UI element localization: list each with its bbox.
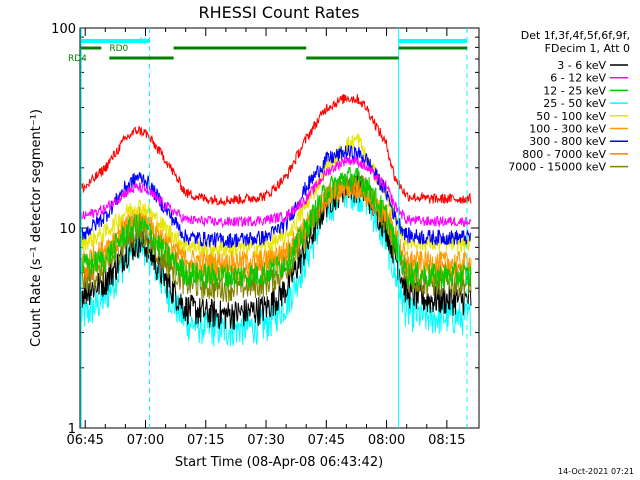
legend-entry-label: 7000 - 15000 keV (508, 161, 606, 174)
x-tick-label: 07:00 (127, 433, 164, 448)
x-tick-label: 08:00 (368, 433, 405, 448)
legend-entry-label: 800 - 7000 keV (522, 148, 606, 161)
state-label-n: N (139, 37, 146, 47)
legend: Det 1f,3f,4f,5f,6f,9f,FDecim 1, Att 0 3 -… (508, 29, 630, 174)
legend-entry-label: 3 - 6 keV (557, 59, 606, 72)
legend-entry-label: 50 - 100 keV (536, 110, 606, 123)
series-line (80, 166, 472, 290)
y-tick-label: 100 (51, 22, 76, 37)
x-tick-label: 07:45 (308, 433, 345, 448)
annotation-layer: N RD0 RD4 (68, 28, 468, 428)
legend-entry-label: 6 - 12 keV (550, 72, 606, 85)
x-tick-label: 07:30 (247, 433, 284, 448)
x-tick-label: 08:15 (428, 433, 465, 448)
legend-entry-label: 12 - 25 keV (543, 84, 606, 97)
y-tick-label: 1 (68, 422, 76, 437)
legend-entry-label: 100 - 300 keV (529, 123, 606, 136)
state-label-rd0: RD0 (109, 44, 128, 54)
series-line (80, 94, 472, 207)
legend-entry-label: 25 - 50 keV (543, 97, 606, 110)
state-label-rd4: RD4 (68, 54, 87, 64)
series-line (80, 133, 472, 257)
x-tick-label: 06:45 (66, 433, 103, 448)
footer-timestamp: 14-Oct-2021 07:21 (558, 467, 634, 476)
series-layer (80, 94, 472, 347)
tick-labels: 06:45 07:00 07:15 07:30 07:45 08:00 08:15 1 10 10… (51, 22, 465, 448)
legend-entry-label: 300 - 800 keV (529, 135, 606, 148)
y-axis-label: Count Rate (s⁻¹ detector segment⁻¹) (29, 109, 44, 347)
x-axis-label: Start Time (08-Apr-08 06:43:42) (175, 455, 383, 470)
legend-header: Det 1f,3f,4f,5f,6f,9f, (521, 29, 630, 42)
x-tick-label: 07:15 (187, 433, 224, 448)
series-line (80, 145, 472, 249)
y-tick-label: 10 (59, 222, 76, 237)
series-line (80, 155, 472, 229)
chart-title: RHESSI Count Rates (199, 3, 360, 22)
legend-header: FDecim 1, Att 0 (545, 42, 630, 55)
series-line (80, 175, 472, 275)
